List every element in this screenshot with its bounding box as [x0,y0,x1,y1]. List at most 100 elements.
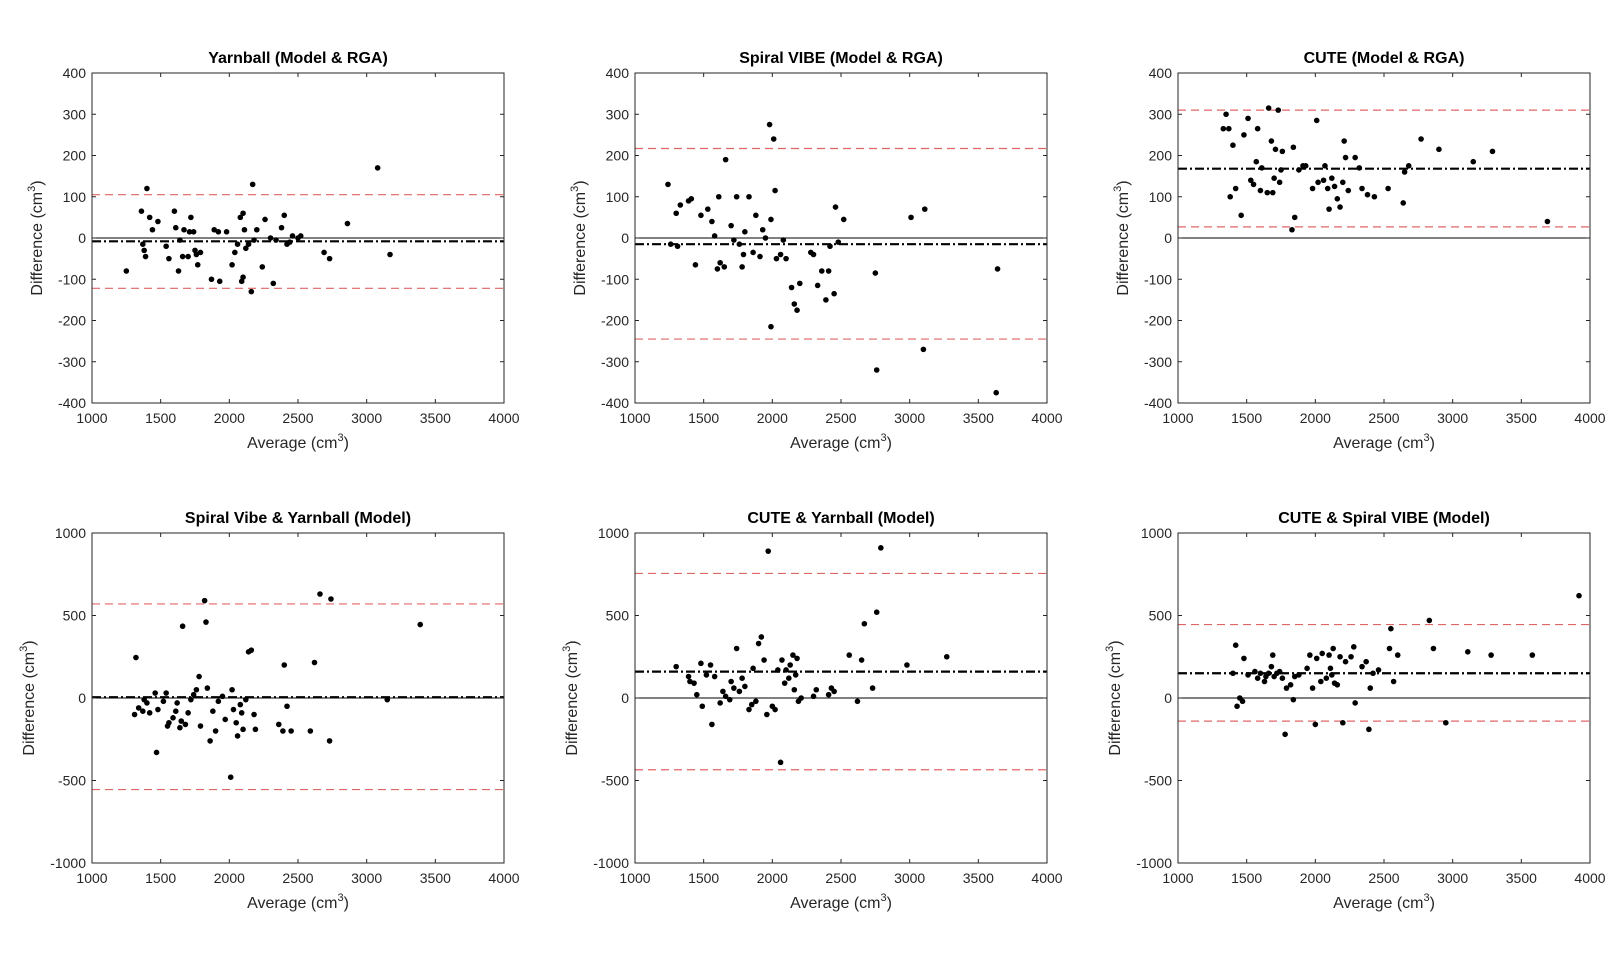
y-axis-label: Difference (cm3) [561,640,581,755]
data-point [854,698,861,705]
y-axis-label-exponent: 3 [26,186,38,192]
data-point [1230,670,1236,677]
data-point [344,220,351,227]
data-point [1241,132,1247,138]
data-point [1302,163,1309,169]
data-point [765,548,772,554]
x-tick-label: 2000 [214,410,245,426]
data-point [182,721,189,728]
data-point [286,239,293,245]
data-point [739,675,745,681]
data-point [140,241,146,247]
data-point [665,181,671,188]
x-tick-label: 1500 [688,410,719,426]
x-tick-label: 1000 [76,870,107,886]
data-point [750,665,756,672]
data-point [761,657,767,663]
data-point [810,693,817,700]
data-point [1257,187,1264,194]
data-point [1401,169,1408,175]
data-point [203,619,209,625]
data-point [688,196,695,202]
x-tick-label: 4000 [488,870,519,886]
data-point [1390,678,1397,685]
data-point [190,691,197,698]
data-point [721,264,728,270]
data-point [1426,617,1433,624]
y-tick-label: -500 [1144,773,1172,789]
data-point [1337,653,1343,660]
data-point [1327,665,1334,672]
data-point [175,268,182,274]
x-tick-label: 2000 [1300,870,1331,886]
data-point [1576,592,1582,599]
data-point [142,253,149,260]
y-tick-label: 200 [606,148,630,164]
data-point [1275,107,1282,113]
data-point [787,662,793,668]
y-tick-label: -1000 [50,855,86,871]
y-tick-label: -1000 [1136,855,1172,871]
data-point [1239,698,1246,705]
data-point [237,214,244,221]
data-point [731,237,737,243]
data-point [711,233,718,239]
data-point [1279,148,1286,155]
data-point [709,721,715,728]
data-point [1283,685,1290,691]
data-point [783,667,789,673]
data-point [673,663,679,670]
data-point [251,711,257,718]
data-point [674,243,681,250]
data-point [1319,650,1325,657]
data-point [153,749,160,756]
data-point [825,268,832,274]
data-point [1247,177,1254,184]
data-point [133,654,139,661]
data-point [131,711,138,718]
y-axis-label-text: Difference (cm [1115,192,1132,296]
x-tick-label: 1000 [1162,870,1193,886]
data-point [1234,703,1240,710]
x-axis-label-text: Average (cm [247,895,337,912]
chart-title: CUTE (Model & RGA) [1304,50,1465,67]
data-point [1388,625,1394,632]
data-point [757,253,763,260]
data-point [780,237,787,243]
data-point [746,706,752,713]
data-point [232,249,238,256]
data-point [284,703,290,710]
data-point [813,686,820,693]
data-point [1287,682,1294,688]
x-tick-label: 4000 [1574,410,1605,426]
data-point [240,726,246,733]
data-point [707,662,714,668]
data-point [1326,652,1332,658]
data-point [1342,154,1349,161]
data-point [691,680,697,686]
y-tick-label: 200 [63,148,87,164]
data-point [728,222,734,229]
data-point [1289,226,1295,233]
y-tick-label: 500 [1149,608,1173,624]
data-point [835,239,842,245]
x-tick-label: 2500 [1368,870,1399,886]
data-point [1227,193,1233,200]
data-point [245,241,252,247]
data-point [387,251,393,258]
data-point [740,251,747,258]
y-axis-label: Difference (cm3) [1112,180,1132,295]
data-point [920,346,927,353]
data-point [698,660,704,667]
data-point [739,264,745,270]
data-point [179,623,186,630]
data-point [770,136,777,142]
y-axis-label-close-paren: ) [1115,180,1132,185]
y-tick-label: -500 [601,773,629,789]
y-axis-label-text: Difference (cm [29,192,46,296]
data-point [1261,678,1268,685]
data-point [212,728,219,734]
x-tick-label: 3500 [1506,870,1537,886]
y-tick-label: 1000 [55,525,86,541]
data-point [297,233,304,239]
